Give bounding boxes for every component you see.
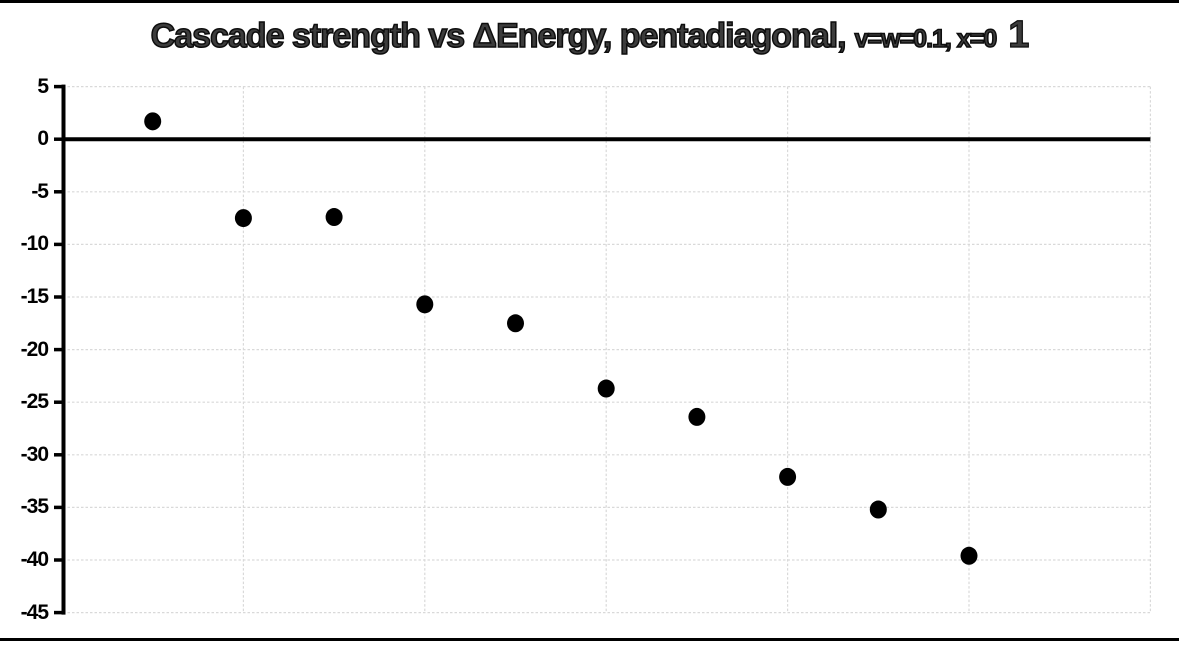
chart-title: Cascade strength vs ΔEnergy, pentadiagon… [0, 13, 1179, 57]
y-axis-tick-label: -15 [20, 285, 49, 308]
data-point [779, 467, 797, 486]
gridlines [63, 85, 1152, 614]
y-axis-tick-label: -5 [31, 179, 49, 203]
y-axis-tick-label: -30 [20, 442, 49, 466]
chart-frame-bottom-border [0, 638, 1179, 641]
y-axis-tick-label: 0 [37, 127, 49, 151]
y-axis-tick-label: -10 [20, 232, 49, 256]
chart-title-main: Cascade strength vs ΔEnergy, pentadiagon… [150, 16, 848, 56]
data-point [869, 500, 887, 519]
data-point [325, 208, 343, 227]
y-axis-tick-label: -25 [20, 390, 49, 414]
y-axis-tick-label: -45 [20, 600, 49, 624]
data-point [144, 112, 162, 131]
y-axis-tick-label: 5 [37, 74, 49, 98]
data-point [507, 314, 524, 333]
y-axis [54, 84, 1151, 615]
data-point [688, 407, 706, 426]
y-axis-tick-label: -20 [20, 337, 49, 361]
data-point [597, 379, 615, 398]
data-point [960, 546, 978, 565]
y-axis-tick-label: -40 [20, 548, 49, 571]
chart-frame-top-border [0, 0, 1179, 3]
scatter-points [144, 112, 978, 565]
data-point [416, 295, 434, 314]
data-point [234, 209, 252, 228]
chart-title-suffix: 1 [1008, 13, 1030, 56]
chart-title-parameters: v=w=0.1, x=0 [854, 24, 998, 54]
y-axis-tick-label: -35 [20, 495, 49, 519]
